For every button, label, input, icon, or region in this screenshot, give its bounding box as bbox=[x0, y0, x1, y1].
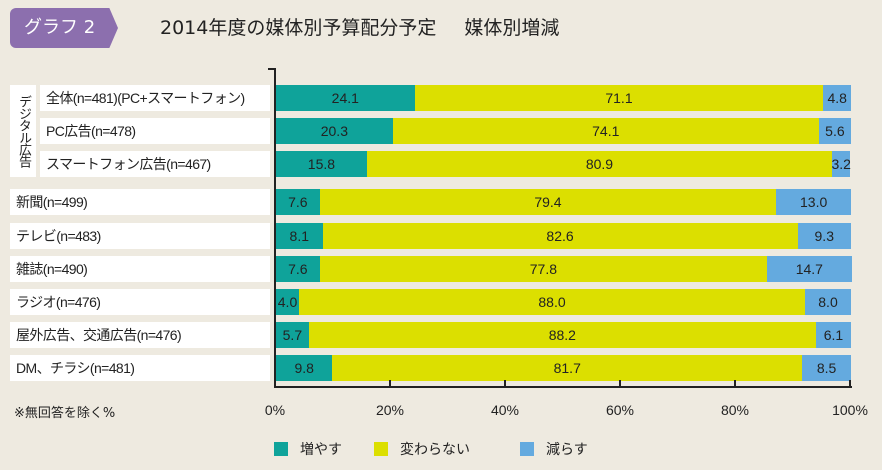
category-label: 雑誌(n=490) bbox=[10, 256, 270, 282]
x-tick-label: 40% bbox=[490, 402, 520, 418]
bar-segment bbox=[414, 85, 824, 111]
bar-segment bbox=[276, 256, 320, 282]
bar-value-label: 9.8 bbox=[294, 360, 314, 376]
x-tick bbox=[389, 380, 391, 387]
category-label: ラジオ(n=476) bbox=[10, 289, 270, 315]
category-label: 屋外広告、交通広告(n=476) bbox=[10, 322, 270, 348]
bar-segment bbox=[276, 118, 393, 144]
x-tick-label: 60% bbox=[605, 402, 635, 418]
bar-segment bbox=[366, 151, 833, 177]
bar-segment bbox=[805, 289, 851, 315]
bar-segment bbox=[392, 118, 819, 144]
bar-value-label: 4.0 bbox=[277, 294, 298, 310]
x-tick bbox=[849, 380, 851, 387]
legend-label: 変わらない bbox=[400, 442, 470, 458]
bar-value-label: 82.6 bbox=[546, 228, 574, 244]
bar-segment bbox=[767, 256, 852, 282]
y-axis-line bbox=[274, 68, 276, 388]
category-label: スマートフォン広告(n=467) bbox=[40, 151, 270, 177]
bar-value-label: 79.4 bbox=[534, 194, 562, 210]
legend-swatch bbox=[520, 442, 534, 456]
bar-value-label: 14.7 bbox=[795, 261, 823, 277]
bar-value-label: 8.1 bbox=[289, 228, 310, 244]
legend-item: 増やす bbox=[274, 441, 342, 459]
bar-value-label: 7.6 bbox=[288, 194, 308, 210]
legend-swatch bbox=[374, 442, 388, 456]
legend-label: 減らす bbox=[546, 442, 588, 458]
legend-item: 変わらない bbox=[374, 441, 470, 459]
bar-segment bbox=[276, 322, 309, 348]
bar-segment bbox=[299, 289, 805, 315]
title-sub: 媒体別増減 bbox=[464, 17, 560, 39]
footnote: ※無回答を除く% bbox=[14, 406, 116, 421]
bar-segment bbox=[776, 189, 851, 215]
bar-segment bbox=[832, 151, 851, 177]
axis-cap bbox=[268, 68, 276, 70]
bar-value-label: 20.3 bbox=[320, 123, 348, 139]
x-tick bbox=[734, 380, 736, 387]
bar-value-label: 13.0 bbox=[800, 194, 828, 210]
bar-segment bbox=[319, 189, 777, 215]
bar-segment bbox=[322, 223, 798, 249]
bar-segment bbox=[276, 189, 320, 215]
x-tick bbox=[619, 380, 621, 387]
category-label: DM、チラシ(n=481) bbox=[10, 355, 270, 381]
bar-value-label: 4.8 bbox=[827, 90, 847, 106]
bar-segment bbox=[276, 85, 415, 111]
bar-segment bbox=[815, 322, 851, 348]
bar-segment bbox=[276, 289, 299, 315]
bar-value-label: 74.1 bbox=[592, 123, 620, 139]
bar-value-label: 3.2 bbox=[831, 156, 851, 172]
bar-segment bbox=[308, 322, 816, 348]
x-tick bbox=[504, 380, 506, 387]
bar-value-label: 80.9 bbox=[585, 156, 614, 172]
bar-value-label: 8.5 bbox=[816, 360, 837, 376]
bar-value-label: 88.2 bbox=[548, 327, 576, 343]
bar-segment bbox=[797, 223, 851, 249]
x-tick-label: 20% bbox=[375, 402, 405, 418]
x-axis-line bbox=[274, 386, 852, 388]
x-tick-label: 80% bbox=[720, 402, 750, 418]
title-main: 2014年度の媒体別予算配分予定 bbox=[160, 17, 437, 39]
legend-label: 増やす bbox=[300, 442, 342, 458]
bar-value-label: 6.1 bbox=[823, 327, 844, 343]
category-label: テレビ(n=483) bbox=[10, 223, 270, 249]
bar-value-label: 5.7 bbox=[282, 327, 303, 343]
digital-group-label: デジタル広告 bbox=[10, 85, 36, 177]
bar-segment bbox=[276, 151, 367, 177]
bar-segment bbox=[319, 256, 768, 282]
bar-value-label: 77.8 bbox=[529, 261, 557, 277]
legend-swatch bbox=[274, 442, 288, 456]
bar-value-label: 9.3 bbox=[814, 228, 834, 244]
bar-segment bbox=[802, 355, 851, 381]
category-label: 全体(n=481)(PC+スマートフォン) bbox=[40, 85, 270, 111]
bar-segment bbox=[276, 223, 323, 249]
bar-value-label: 15.8 bbox=[307, 156, 336, 172]
x-tick bbox=[274, 380, 276, 387]
category-label: PC広告(n=478) bbox=[40, 118, 270, 144]
category-label: 新聞(n=499) bbox=[10, 189, 270, 215]
bar-value-label: 71.1 bbox=[605, 90, 633, 106]
bar-segment bbox=[276, 355, 333, 381]
legend-item: 減らす bbox=[520, 441, 588, 459]
graph-number-tab: グラフ 2 bbox=[10, 8, 118, 48]
bar-segment bbox=[823, 85, 851, 111]
bar-value-label: 7.6 bbox=[288, 261, 308, 277]
x-tick-label: 0% bbox=[264, 402, 286, 418]
bar-value-label: 81.7 bbox=[553, 360, 581, 376]
bar-segment bbox=[332, 355, 803, 381]
bar-value-label: 5.6 bbox=[825, 123, 845, 139]
x-tick-label: 100% bbox=[832, 402, 868, 418]
bar-value-label: 88.0 bbox=[538, 294, 566, 310]
bar-value-label: 8.0 bbox=[818, 294, 838, 310]
bar-segment bbox=[818, 118, 851, 144]
bar-value-label: 24.1 bbox=[331, 90, 359, 106]
chart-title: 2014年度の媒体別予算配分予定 媒体別増減 bbox=[160, 14, 587, 42]
